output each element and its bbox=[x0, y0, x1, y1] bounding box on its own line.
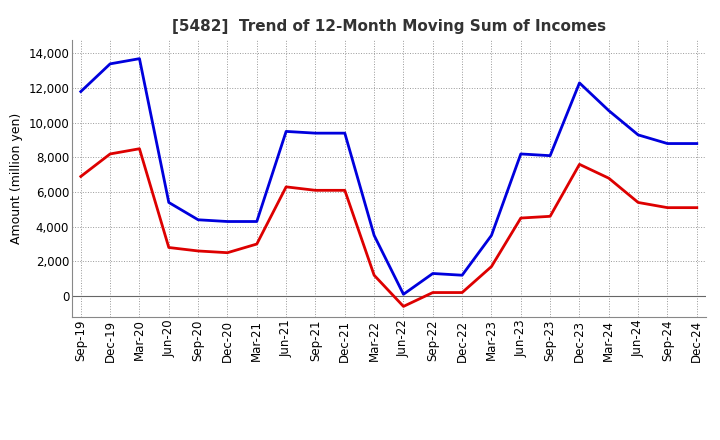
Net Income bbox=[428, 290, 437, 295]
Ordinary Income bbox=[341, 131, 349, 136]
Net Income bbox=[164, 245, 173, 250]
Ordinary Income bbox=[487, 233, 496, 238]
Ordinary Income bbox=[634, 132, 642, 138]
Y-axis label: Amount (million yen): Amount (million yen) bbox=[10, 113, 23, 244]
Ordinary Income bbox=[575, 80, 584, 85]
Net Income bbox=[575, 161, 584, 167]
Ordinary Income bbox=[693, 141, 701, 146]
Line: Ordinary Income: Ordinary Income bbox=[81, 59, 697, 294]
Net Income bbox=[546, 214, 554, 219]
Ordinary Income bbox=[663, 141, 672, 146]
Title: [5482]  Trend of 12-Month Moving Sum of Incomes: [5482] Trend of 12-Month Moving Sum of I… bbox=[172, 19, 606, 34]
Net Income bbox=[634, 200, 642, 205]
Net Income bbox=[223, 250, 232, 255]
Ordinary Income bbox=[428, 271, 437, 276]
Net Income bbox=[135, 146, 144, 151]
Ordinary Income bbox=[76, 89, 85, 94]
Net Income bbox=[399, 304, 408, 309]
Ordinary Income bbox=[194, 217, 202, 222]
Net Income bbox=[516, 216, 525, 221]
Net Income bbox=[106, 151, 114, 157]
Ordinary Income bbox=[516, 151, 525, 157]
Net Income bbox=[663, 205, 672, 210]
Net Income bbox=[370, 272, 379, 278]
Net Income bbox=[693, 205, 701, 210]
Ordinary Income bbox=[399, 292, 408, 297]
Net Income bbox=[194, 248, 202, 253]
Ordinary Income bbox=[311, 131, 320, 136]
Ordinary Income bbox=[253, 219, 261, 224]
Ordinary Income bbox=[106, 61, 114, 66]
Net Income bbox=[253, 242, 261, 247]
Net Income bbox=[341, 188, 349, 193]
Ordinary Income bbox=[164, 200, 173, 205]
Net Income bbox=[605, 176, 613, 181]
Net Income bbox=[458, 290, 467, 295]
Net Income bbox=[487, 264, 496, 269]
Net Income bbox=[311, 188, 320, 193]
Net Income bbox=[76, 174, 85, 179]
Ordinary Income bbox=[458, 272, 467, 278]
Line: Net Income: Net Income bbox=[81, 149, 697, 306]
Ordinary Income bbox=[282, 129, 290, 134]
Ordinary Income bbox=[223, 219, 232, 224]
Net Income bbox=[282, 184, 290, 190]
Ordinary Income bbox=[605, 108, 613, 113]
Ordinary Income bbox=[135, 56, 144, 61]
Ordinary Income bbox=[546, 153, 554, 158]
Ordinary Income bbox=[370, 233, 379, 238]
